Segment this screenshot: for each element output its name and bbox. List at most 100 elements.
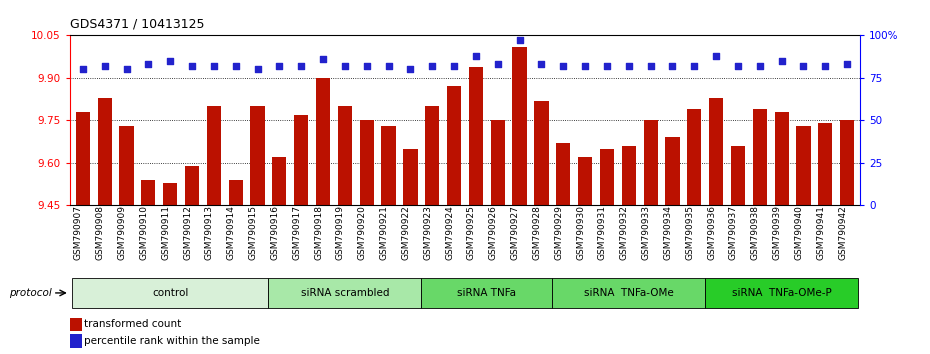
Text: GSM790936: GSM790936 xyxy=(707,205,716,260)
Bar xyxy=(381,126,395,205)
Text: siRNA  TNFa-OMe: siRNA TNFa-OMe xyxy=(584,288,673,298)
Bar xyxy=(294,115,309,205)
Bar xyxy=(775,112,789,205)
Text: GSM790917: GSM790917 xyxy=(292,205,301,260)
Point xyxy=(796,63,811,69)
Point xyxy=(534,62,549,67)
Text: GSM790924: GSM790924 xyxy=(445,205,454,260)
Point xyxy=(731,63,746,69)
Bar xyxy=(578,157,592,205)
Bar xyxy=(119,126,134,205)
Text: GSM790928: GSM790928 xyxy=(533,205,541,260)
Bar xyxy=(70,334,82,348)
Text: GSM790919: GSM790919 xyxy=(336,205,345,260)
Point xyxy=(578,63,592,69)
Point xyxy=(840,62,855,67)
Point xyxy=(272,63,286,69)
Text: siRNA TNFa: siRNA TNFa xyxy=(458,288,516,298)
Point xyxy=(294,63,309,69)
Point xyxy=(425,63,440,69)
Text: protocol: protocol xyxy=(9,288,52,298)
Point xyxy=(600,63,615,69)
Bar xyxy=(491,120,505,205)
Bar xyxy=(556,143,570,205)
Bar xyxy=(163,183,178,205)
Bar xyxy=(269,278,421,308)
Bar xyxy=(404,149,418,205)
Point xyxy=(119,67,134,72)
Bar xyxy=(421,278,552,308)
Point xyxy=(98,63,113,69)
Point xyxy=(338,63,352,69)
Bar xyxy=(75,112,90,205)
Text: GSM790914: GSM790914 xyxy=(227,205,235,260)
Text: GSM790916: GSM790916 xyxy=(271,205,279,260)
Bar xyxy=(818,123,832,205)
Text: GSM790934: GSM790934 xyxy=(663,205,672,260)
Bar xyxy=(600,149,614,205)
Bar xyxy=(316,78,330,205)
Point xyxy=(75,67,90,72)
Bar xyxy=(229,180,243,205)
Text: GSM790931: GSM790931 xyxy=(598,205,607,260)
Bar xyxy=(709,98,724,205)
Text: GSM790940: GSM790940 xyxy=(794,205,804,260)
Bar xyxy=(644,120,658,205)
Point xyxy=(752,63,767,69)
Point xyxy=(469,53,484,59)
Point xyxy=(184,63,199,69)
Point xyxy=(163,58,178,64)
Text: percentile rank within the sample: percentile rank within the sample xyxy=(84,336,259,346)
Text: GSM790937: GSM790937 xyxy=(729,205,738,260)
Bar xyxy=(272,157,286,205)
Text: GSM790938: GSM790938 xyxy=(751,205,760,260)
Point xyxy=(490,62,505,67)
Text: GSM790920: GSM790920 xyxy=(358,205,366,260)
Bar xyxy=(70,318,82,331)
Text: GSM790933: GSM790933 xyxy=(642,205,651,260)
Text: GSM790925: GSM790925 xyxy=(467,205,476,260)
Bar xyxy=(447,86,461,205)
Point xyxy=(141,62,156,67)
Text: GSM790929: GSM790929 xyxy=(554,205,564,260)
Point xyxy=(446,63,461,69)
Point xyxy=(817,63,832,69)
Point xyxy=(228,63,243,69)
Text: GSM790923: GSM790923 xyxy=(423,205,432,260)
Text: GSM790926: GSM790926 xyxy=(489,205,498,260)
Point xyxy=(687,63,702,69)
Bar xyxy=(98,98,112,205)
Text: GSM790908: GSM790908 xyxy=(96,205,105,260)
Text: GSM790921: GSM790921 xyxy=(379,205,389,260)
Bar xyxy=(796,126,811,205)
Point xyxy=(403,67,418,72)
Point xyxy=(709,53,724,59)
Point xyxy=(512,38,527,43)
Text: GDS4371 / 10413125: GDS4371 / 10413125 xyxy=(70,18,205,31)
Text: GSM790941: GSM790941 xyxy=(817,205,825,260)
Bar xyxy=(687,109,701,205)
Bar xyxy=(665,137,680,205)
Text: GSM790909: GSM790909 xyxy=(117,205,126,260)
Text: siRNA scrambled: siRNA scrambled xyxy=(300,288,389,298)
Bar xyxy=(705,278,858,308)
Text: GSM790918: GSM790918 xyxy=(314,205,323,260)
Point xyxy=(315,56,330,62)
Bar xyxy=(206,106,221,205)
Bar xyxy=(250,106,265,205)
Bar xyxy=(535,101,549,205)
Point xyxy=(556,63,571,69)
Bar xyxy=(552,278,705,308)
Text: GSM790939: GSM790939 xyxy=(773,205,781,260)
Text: transformed count: transformed count xyxy=(84,319,181,329)
Text: GSM790913: GSM790913 xyxy=(205,205,214,260)
Text: GSM790915: GSM790915 xyxy=(248,205,258,260)
Bar xyxy=(338,106,352,205)
Bar xyxy=(621,146,636,205)
Point xyxy=(621,63,636,69)
Point xyxy=(250,67,265,72)
Bar xyxy=(72,278,269,308)
Point xyxy=(381,63,396,69)
Text: GSM790930: GSM790930 xyxy=(576,205,585,260)
Text: GSM790907: GSM790907 xyxy=(73,205,83,260)
